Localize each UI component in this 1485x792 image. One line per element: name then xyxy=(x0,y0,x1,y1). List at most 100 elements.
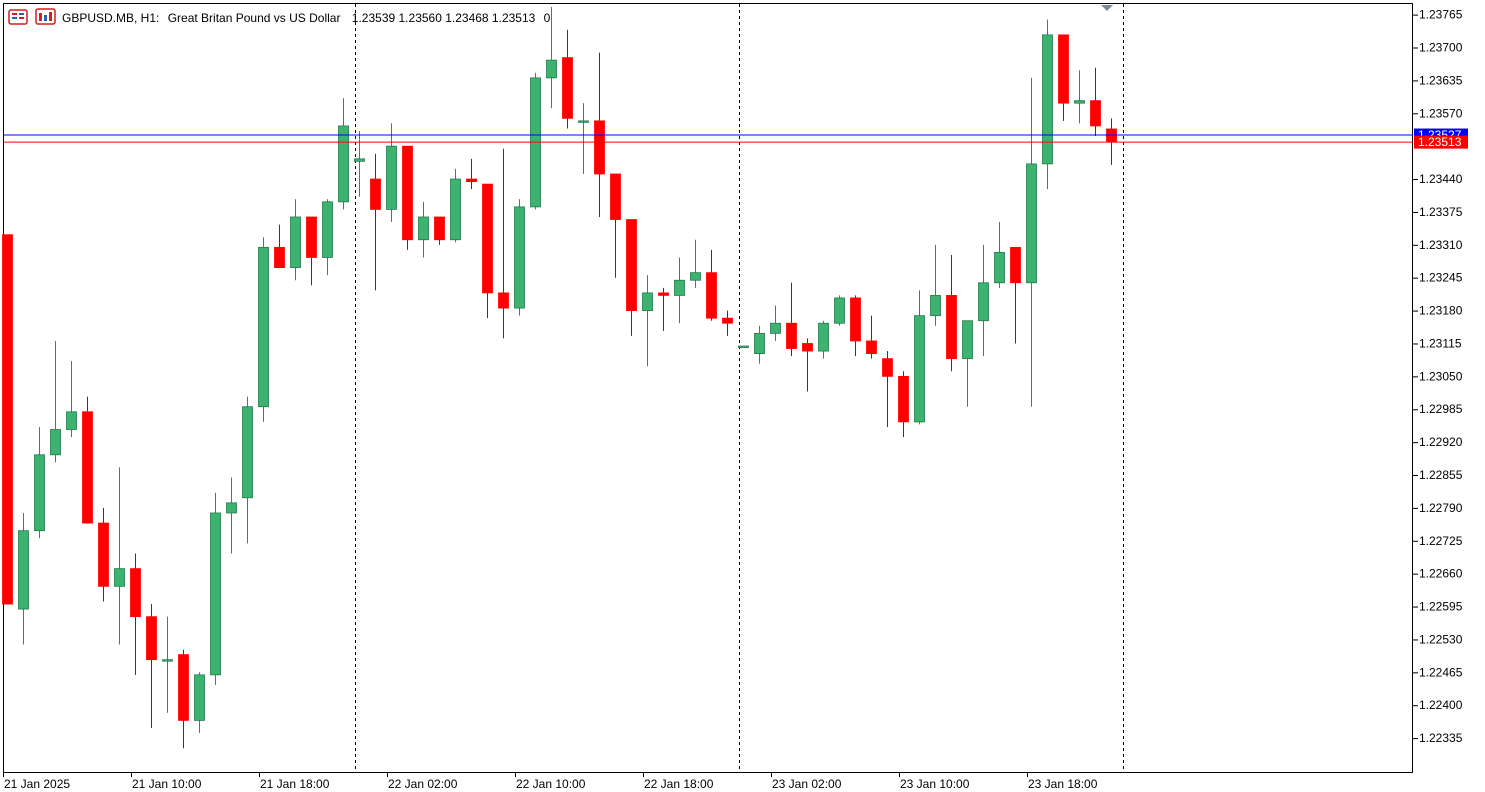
candle-body-bear xyxy=(866,340,877,354)
candle-body-bull xyxy=(386,145,397,210)
candle xyxy=(850,295,861,357)
candle-body-bear xyxy=(1058,34,1069,104)
candle-body-bear xyxy=(2,234,13,605)
candle xyxy=(18,512,29,645)
candle-body-bear xyxy=(498,292,509,309)
candle-body-bull xyxy=(690,272,701,281)
candle-body-bear xyxy=(658,292,669,296)
candle-body-bull xyxy=(322,201,333,258)
candle-body-bear xyxy=(610,173,621,220)
price-tick-label: 1.22465 xyxy=(1419,665,1463,679)
candle xyxy=(754,325,765,364)
candle-body-bear xyxy=(434,216,445,241)
price-tick-label: 1.22530 xyxy=(1419,632,1463,646)
candle xyxy=(370,153,381,291)
candle xyxy=(514,199,525,316)
candle xyxy=(178,649,189,749)
candle xyxy=(210,492,221,685)
candle-body-bull xyxy=(18,530,29,610)
price-tick-label: 1.23700 xyxy=(1419,41,1463,55)
candle-body-bear xyxy=(722,317,733,324)
candle xyxy=(386,123,397,223)
candle-body-bull xyxy=(450,178,461,241)
candle-body-bull xyxy=(578,120,589,123)
candle xyxy=(466,158,477,190)
candle xyxy=(994,222,1005,288)
candle xyxy=(498,148,509,339)
time-axis[interactable]: 21 Jan 2025 21 Jan 10:00 21 Jan 18:00 22 Ja… xyxy=(3,772,1098,791)
candle-body-bear xyxy=(786,322,797,349)
candle xyxy=(338,98,349,210)
price-tick-label: 1.23050 xyxy=(1419,369,1463,383)
candle xyxy=(818,320,829,359)
price-tick-label: 1.22660 xyxy=(1419,567,1463,581)
bid-badge-bg xyxy=(1414,135,1468,149)
chart-menu-icon[interactable] xyxy=(8,9,28,25)
candle xyxy=(1058,34,1069,121)
candle-body-bear xyxy=(1090,100,1101,127)
price-tick-label: 1.23765 xyxy=(1419,8,1463,22)
candle-body-bull xyxy=(930,295,941,317)
candle-body-bull xyxy=(994,252,1005,284)
candle xyxy=(930,244,941,326)
candle xyxy=(946,254,957,372)
symbol-description: Great Britan Pound vs US Dollar xyxy=(168,11,341,25)
candle-body-bear xyxy=(850,297,861,342)
candle-body-bear xyxy=(1106,128,1117,143)
chart-menu-icon-frame xyxy=(8,9,28,25)
price-axis[interactable]: 1.23765 1.23700 1.23635 1.23570 1.23440 1.233… xyxy=(1413,8,1463,745)
price-tick-label: 1.23310 xyxy=(1419,238,1463,252)
price-tick-label: 1.22985 xyxy=(1419,402,1463,416)
time-tick-label: 22 Jan 10:00 xyxy=(516,777,586,791)
candle-body-bull xyxy=(210,512,221,676)
candle xyxy=(1074,70,1085,124)
candle-body-bull xyxy=(290,216,301,268)
candle xyxy=(914,290,925,425)
candle xyxy=(898,371,909,438)
candle-body-bear xyxy=(402,145,413,241)
candle-body-bear xyxy=(882,358,893,377)
candle xyxy=(882,351,893,427)
candle-body-bear xyxy=(130,568,141,618)
chart-shift-marker-icon[interactable] xyxy=(1101,5,1113,11)
candle xyxy=(34,426,45,539)
candle xyxy=(674,257,685,324)
candle xyxy=(2,234,13,605)
candle-body-bear xyxy=(802,343,813,352)
bid-badge-label: 1.23513 xyxy=(1418,135,1462,149)
candle xyxy=(130,553,141,675)
candle xyxy=(434,216,445,245)
candle-body-bull xyxy=(834,297,845,324)
candle-body-bear xyxy=(626,219,637,311)
candle-body-bear xyxy=(1010,246,1021,284)
candle xyxy=(786,282,797,357)
candle-body-bull xyxy=(226,502,237,514)
candle-body-bull xyxy=(674,279,685,296)
candle xyxy=(66,361,77,438)
market-watch-icon[interactable] xyxy=(35,8,56,25)
chart-menu-icon-bar xyxy=(19,17,24,19)
candle-body-bull xyxy=(914,315,925,423)
candle-body-bull xyxy=(258,246,269,408)
candle xyxy=(82,396,93,524)
price-tick-label: 1.23440 xyxy=(1419,172,1463,186)
candle xyxy=(402,145,413,250)
candle-body-bear xyxy=(946,295,957,360)
chart-menu-icon-bar xyxy=(19,13,24,15)
price-tick-label: 1.23635 xyxy=(1419,73,1463,87)
chart-menu-icon-bar xyxy=(12,13,17,15)
candle-body-bull xyxy=(338,125,349,203)
candle-body-bull xyxy=(50,429,61,456)
time-tick-label: 21 Jan 18:00 xyxy=(260,777,330,791)
candle-body-bear xyxy=(370,178,381,210)
candle xyxy=(242,396,253,544)
bid-price-badge: 1.23513 xyxy=(1414,135,1468,149)
candle-body-bull xyxy=(642,292,653,311)
price-tick-label: 1.23375 xyxy=(1419,205,1463,219)
tick-volume: 0 xyxy=(544,11,551,25)
chart-menu-icon-bar xyxy=(12,17,17,19)
candle xyxy=(706,249,717,321)
candle-body-bull xyxy=(770,322,781,334)
time-tick-label: 21 Jan 2025 xyxy=(4,777,70,791)
